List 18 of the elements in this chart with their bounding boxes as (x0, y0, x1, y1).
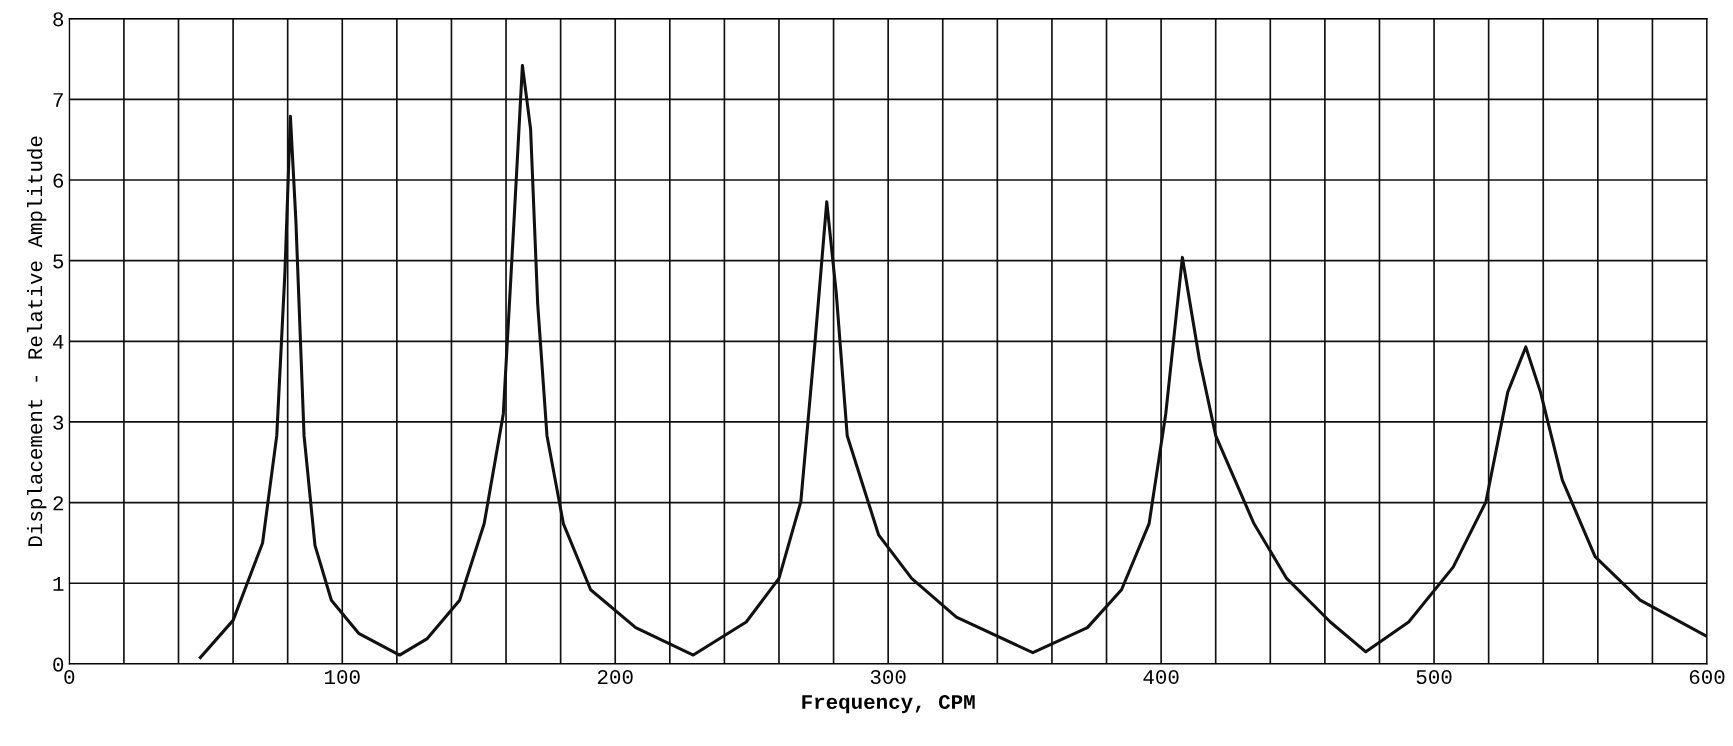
y-tick-label: 7 (53, 93, 63, 107)
y-axis-title: Displacement - Relative Amplitude (26, 136, 47, 546)
x-tick-label: 500 (1416, 669, 1452, 685)
y-tick-label: 2 (53, 496, 63, 511)
x-tick-label: 400 (1143, 669, 1179, 685)
x-tick-label: 100 (325, 669, 360, 685)
y-tick-label: 6 (53, 173, 64, 188)
x-tick-label: 0 (64, 669, 75, 685)
y-tick-label: 4 (53, 335, 64, 349)
x-tick-label: 300 (870, 669, 906, 685)
y-tick-label: 1 (53, 577, 64, 591)
y-tick-label: 5 (53, 254, 64, 269)
x-axis-title: Frequency, CPM (802, 694, 975, 714)
x-tick-label: 200 (597, 669, 633, 685)
y-tick-label: 8 (53, 12, 64, 27)
y-tick-label: 0 (53, 657, 64, 672)
y-tick-label: 3 (53, 415, 64, 430)
x-tick-label: 600 (1689, 669, 1725, 685)
